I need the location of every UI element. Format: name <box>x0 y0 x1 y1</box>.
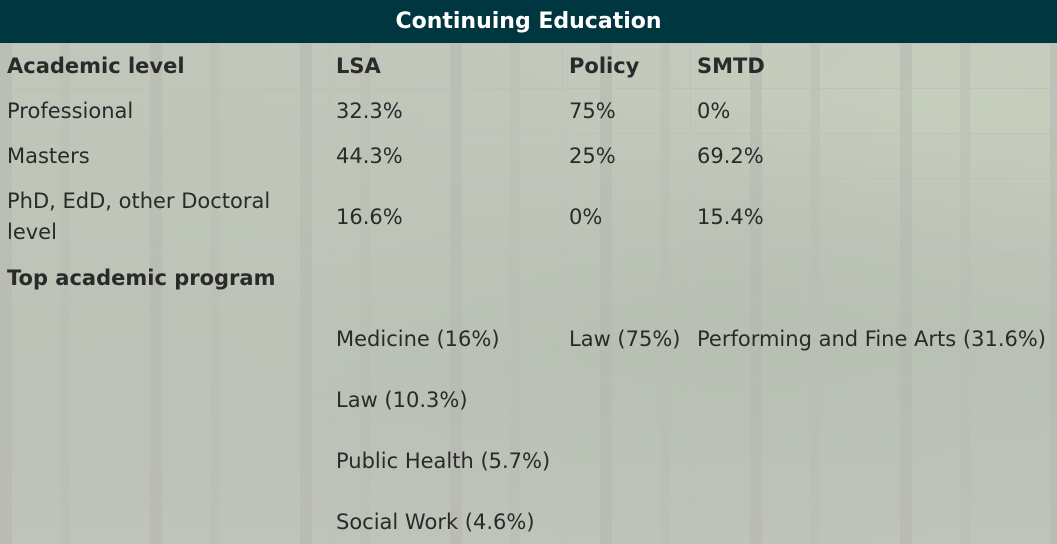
empty-cell <box>0 422 330 500</box>
header-academic-level: Academic level <box>0 43 330 89</box>
level-label: Professional <box>0 88 330 134</box>
empty-cell <box>562 255 691 301</box>
empty-cell <box>0 499 330 544</box>
header-smtd: SMTD <box>690 43 1057 89</box>
lsa-value: 44.3% <box>329 133 563 179</box>
policy-program: Law (75%) <box>562 300 691 378</box>
policy-value: 0% <box>562 178 691 256</box>
smtd-value: 0% <box>690 88 1057 134</box>
table-row: Medicine (16%) Law (75%) Performing and … <box>0 300 1057 378</box>
header-lsa: LSA <box>329 43 563 89</box>
data-table: Academic level LSA Policy SMTD Professio… <box>0 43 1057 544</box>
table-row: Professional 32.3% 75% 0% <box>0 88 1057 134</box>
header-policy: Policy <box>562 43 691 89</box>
lsa-program: Law (10.3%) <box>329 377 563 423</box>
policy-program <box>562 422 691 500</box>
header-row: Academic level LSA Policy SMTD <box>0 43 1057 89</box>
level-label: Masters <box>0 133 330 179</box>
policy-program <box>562 499 691 544</box>
empty-cell <box>0 377 330 423</box>
lsa-value: 16.6% <box>329 178 563 256</box>
programs-heading: Top academic program <box>0 255 330 301</box>
table-title: Continuing Education <box>0 0 1057 43</box>
table-row: Masters 44.3% 25% 69.2% <box>0 133 1057 179</box>
policy-program <box>562 377 691 423</box>
smtd-value: 15.4% <box>690 178 1057 256</box>
lsa-program: Public Health (5.7%) <box>329 422 563 500</box>
lsa-value: 32.3% <box>329 88 563 134</box>
empty-cell <box>690 255 1057 301</box>
lsa-program: Medicine (16%) <box>329 300 563 378</box>
section-heading-row: Top academic program <box>0 255 1057 301</box>
smtd-program: Performing and Fine Arts (31.6%) <box>690 300 1057 378</box>
lsa-program: Social Work (4.6%) <box>329 499 563 544</box>
table-row: PhD, EdD, other Doctoral level 16.6% 0% … <box>0 178 1057 256</box>
smtd-program <box>690 499 1057 544</box>
level-label: PhD, EdD, other Doctoral level <box>0 178 330 256</box>
smtd-program <box>690 377 1057 423</box>
policy-value: 75% <box>562 88 691 134</box>
smtd-value: 69.2% <box>690 133 1057 179</box>
empty-cell <box>0 300 330 378</box>
smtd-program <box>690 422 1057 500</box>
policy-value: 25% <box>562 133 691 179</box>
table-row: Social Work (4.6%) <box>0 499 1057 544</box>
table-row: Law (10.3%) <box>0 377 1057 423</box>
empty-cell <box>329 255 563 301</box>
table-row: Public Health (5.7%) <box>0 422 1057 500</box>
